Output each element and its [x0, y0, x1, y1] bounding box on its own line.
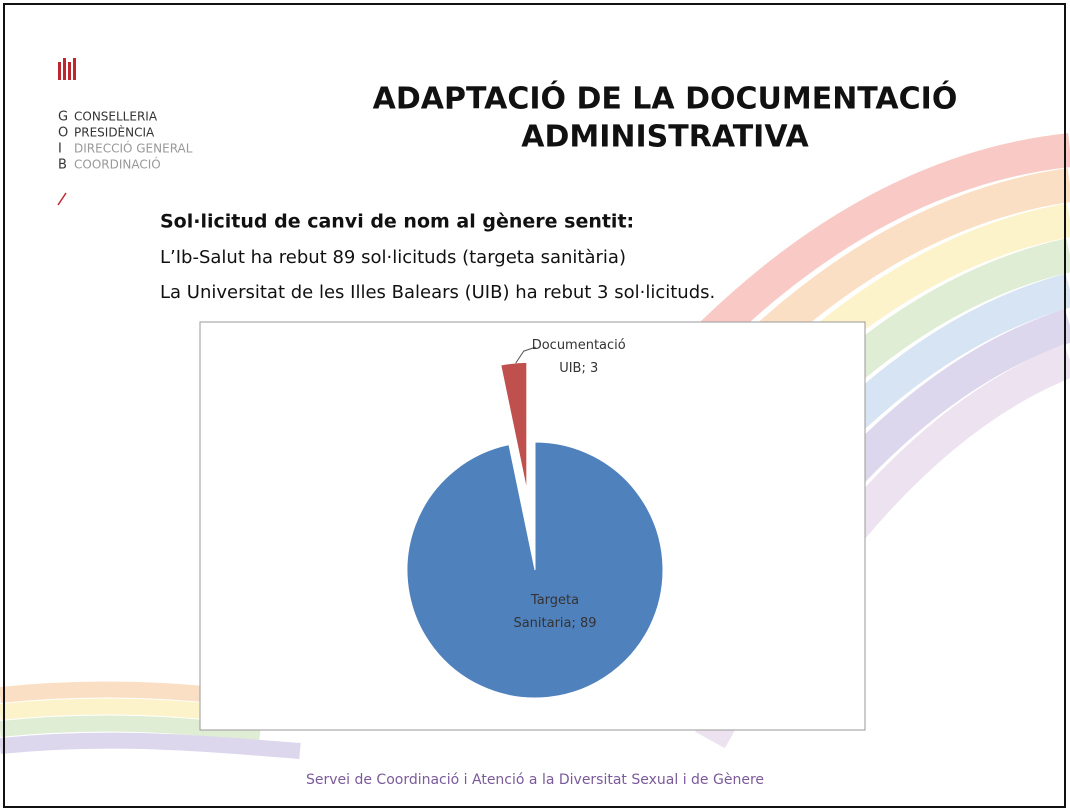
data-label-line: Sanitaria; 89 — [513, 616, 596, 631]
logo-icon — [57, 58, 76, 206]
data-label-line: Documentació — [532, 338, 626, 353]
slide-border — [3, 3, 1066, 808]
logo-line: DIRECCIÓ GENERAL — [74, 141, 193, 156]
data-label-line: UIB; 3 — [559, 361, 598, 376]
logo-letter: G — [58, 110, 68, 125]
logo: G O I B CONSELLERIA PRESIDÈNCIA DIRECCIÓ… — [58, 110, 193, 173]
title: ADMINISTRATIVA — [521, 120, 809, 155]
logo-line: COORDINACIÓ — [74, 157, 161, 172]
logo-line: PRESIDÈNCIA — [74, 125, 155, 140]
pie-chart: Targeta Sanitaria; 89 Documentació UIB; 3 — [406, 338, 664, 699]
body-line: La Universitat de les Illes Balears (UIB… — [160, 282, 715, 303]
leader-line — [515, 346, 536, 364]
logo-letter: B — [58, 158, 67, 173]
pie-slice — [500, 361, 528, 491]
title: ADAPTACIÓ DE LA DOCUMENTACIÓ — [373, 80, 958, 117]
logo-letter: I — [58, 142, 62, 157]
data-label: Documentació UIB; 3 — [532, 338, 626, 376]
data-label-line: Targeta — [530, 593, 579, 608]
logo-line: CONSELLERIA — [74, 110, 158, 124]
body-line: L’Ib-Salut ha rebut 89 sol·licituds (tar… — [160, 247, 626, 268]
footer: Servei de Coordinació i Atenció a la Div… — [306, 772, 764, 788]
data-label: Targeta Sanitaria; 89 — [513, 593, 596, 631]
logo-letter: O — [58, 126, 68, 141]
pie-slice — [406, 441, 664, 699]
heading: Sol·licitud de canvi de nom al gènere se… — [160, 211, 634, 233]
